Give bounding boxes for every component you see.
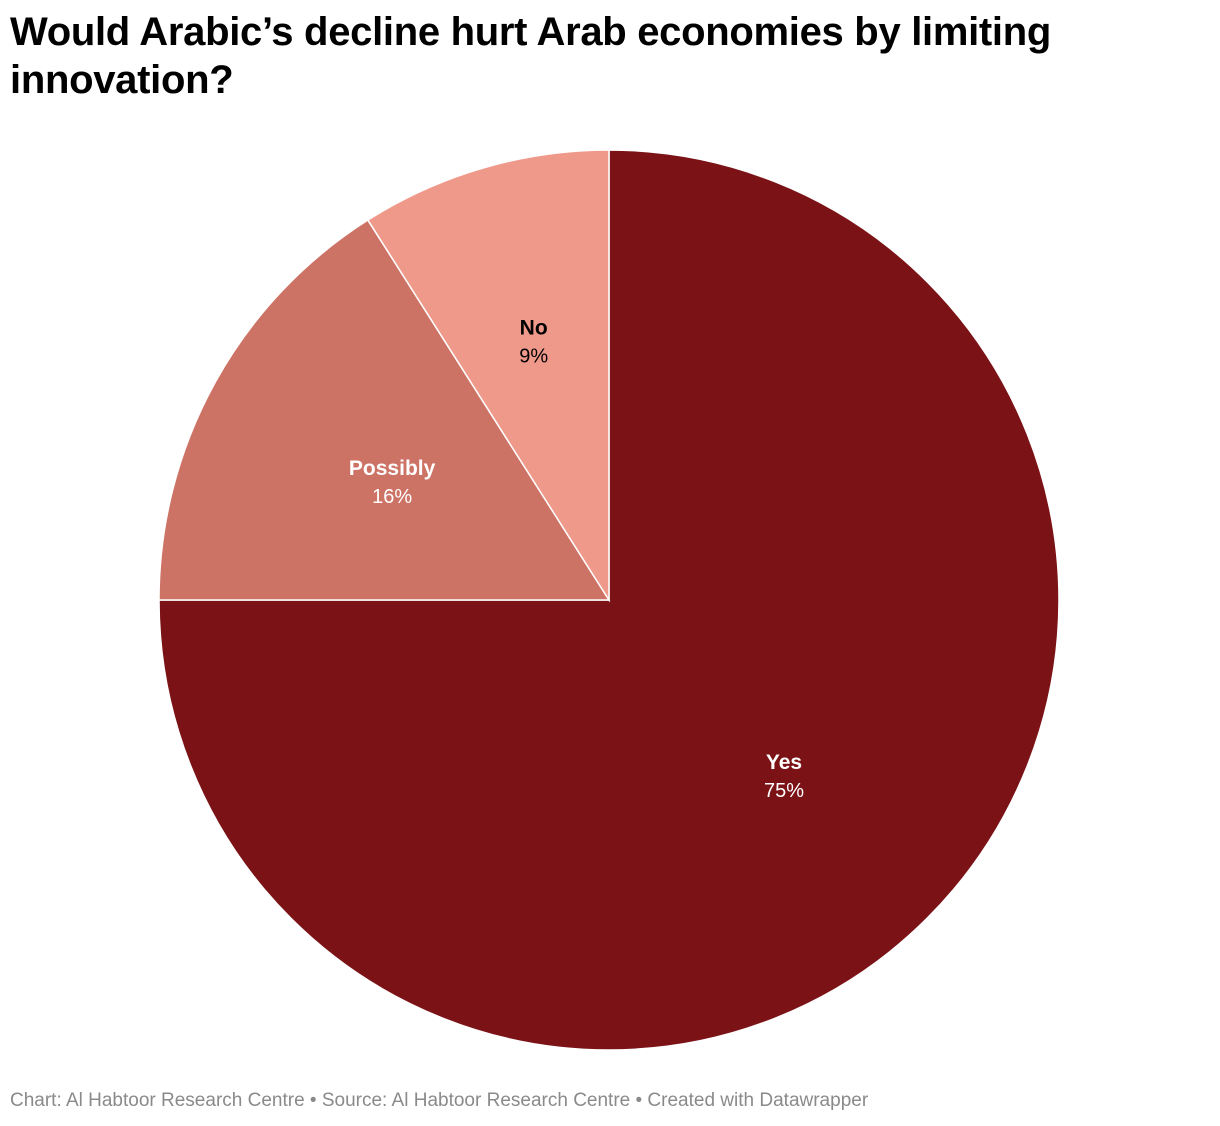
slice-value-possibly: 16% — [372, 486, 412, 508]
slice-label-possibly: Possibly — [349, 457, 436, 480]
pie-labels: Yes 75% Possibly 16% No 9% — [349, 317, 804, 802]
pie-slices — [158, 149, 1060, 1051]
pie-slice-no — [366, 149, 610, 603]
slice-value-yes: 75% — [764, 780, 804, 802]
slice-label-no: No — [520, 317, 548, 340]
pie-slice-possibly — [158, 219, 611, 601]
chart-footer: Chart: Al Habtoor Research Centre • Sour… — [10, 1090, 869, 1111]
chart-title: Would Arabic’s decline hurt Arab economi… — [10, 10, 1052, 102]
slice-value-no: 9% — [519, 346, 548, 368]
slice-label-yes: Yes — [766, 751, 802, 774]
